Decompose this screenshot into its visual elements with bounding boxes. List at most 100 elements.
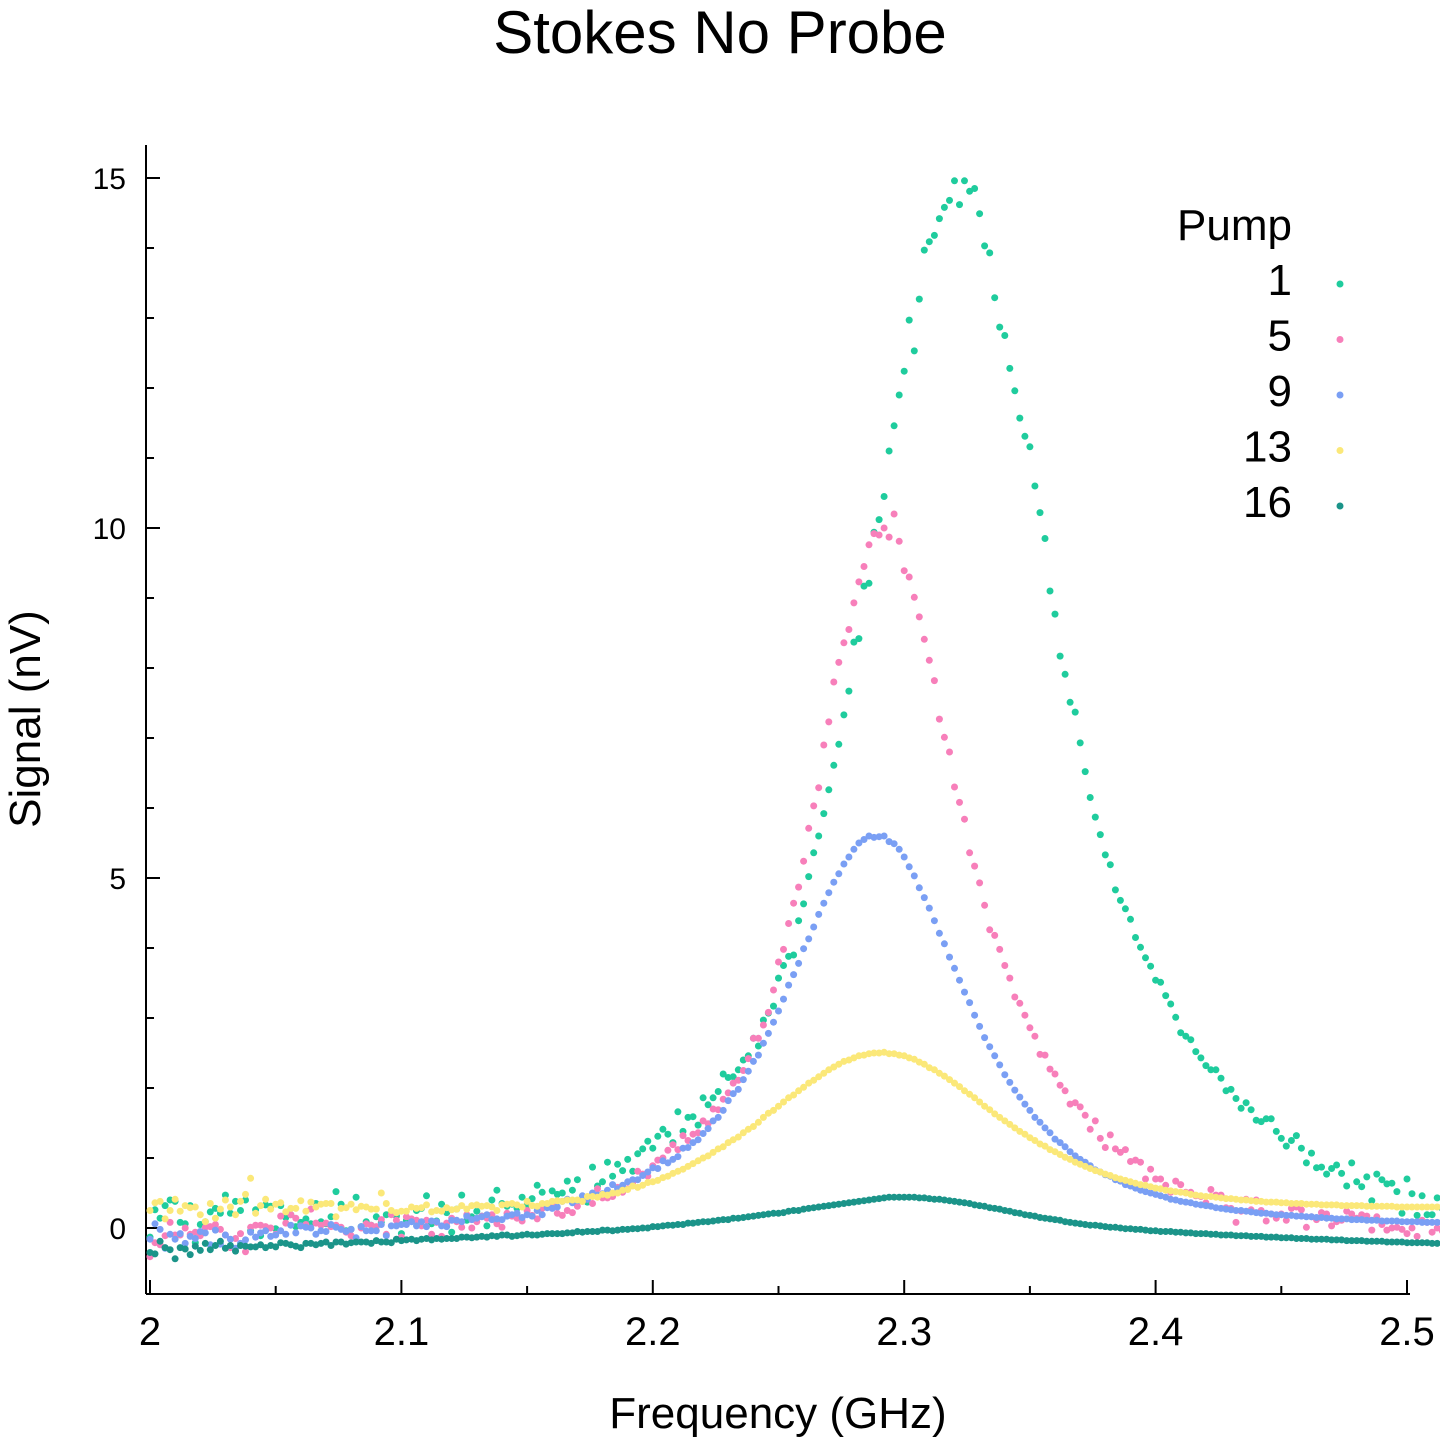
data-point (940, 203, 948, 211)
data-point (538, 1188, 546, 1196)
data-point (1262, 1217, 1270, 1225)
data-point (759, 1113, 767, 1121)
data-point (1157, 1228, 1165, 1235)
data-point (614, 1160, 622, 1168)
data-point (930, 917, 938, 925)
data-point (1162, 992, 1170, 1000)
legend-marker (1336, 447, 1344, 454)
data-point (885, 1193, 893, 1201)
data-point (1247, 1197, 1255, 1205)
data-point (327, 1213, 335, 1221)
legend-title: Pump (1177, 201, 1292, 250)
data-point (810, 849, 818, 857)
data-point (1006, 364, 1014, 372)
data-point (860, 563, 868, 570)
data-point (971, 1094, 979, 1102)
data-point (1433, 1218, 1440, 1226)
data-point (1403, 1239, 1411, 1247)
data-point (910, 872, 918, 880)
data-point (649, 1223, 657, 1231)
data-point (966, 1090, 974, 1098)
data-point (805, 824, 813, 832)
data-point (589, 1228, 596, 1235)
data-point (161, 1215, 169, 1223)
data-point (764, 1008, 772, 1016)
data-point (855, 839, 863, 847)
x-tick-label: 2.5 (1379, 1310, 1435, 1354)
data-point (1297, 1144, 1305, 1152)
data-point (1207, 1230, 1215, 1238)
data-point (357, 1223, 365, 1231)
data-point (1036, 1118, 1044, 1126)
legend-label: 9 (1268, 367, 1292, 416)
data-point (558, 1189, 566, 1197)
data-point (749, 1057, 757, 1065)
data-point (800, 1205, 808, 1213)
data-point (1021, 432, 1029, 440)
data-point (181, 1224, 189, 1232)
data-point (835, 740, 843, 748)
data-point (895, 537, 903, 545)
data-point (1096, 1134, 1104, 1142)
data-point (156, 1237, 164, 1245)
data-point (1066, 698, 1074, 706)
data-point (1066, 1148, 1074, 1156)
data-point (1157, 1175, 1165, 1183)
data-point (1277, 1199, 1285, 1207)
data-point (247, 1243, 255, 1251)
data-point (583, 1228, 591, 1235)
data-point (1222, 1231, 1230, 1239)
data-point (247, 1228, 255, 1236)
data-point (1297, 1235, 1305, 1242)
y-tick-label: 5 (109, 863, 126, 896)
data-point (1197, 1230, 1205, 1238)
data-point (1348, 1202, 1356, 1210)
data-point (1398, 1218, 1406, 1226)
data-point (895, 1193, 903, 1201)
data-point (196, 1246, 204, 1254)
data-point (986, 926, 994, 934)
data-point (1192, 1191, 1200, 1199)
data-point (1101, 851, 1109, 859)
data-point (1247, 1106, 1255, 1114)
data-point (694, 1121, 702, 1129)
data-point (1343, 1182, 1351, 1190)
data-point (307, 1198, 315, 1206)
data-point (759, 1016, 767, 1024)
data-point (825, 786, 833, 794)
data-point (1318, 1201, 1325, 1209)
data-point (1368, 1237, 1376, 1245)
data-point (689, 1139, 697, 1147)
data-point (830, 761, 838, 769)
data-point (619, 1225, 627, 1233)
data-point (1363, 1216, 1371, 1224)
data-point (689, 1113, 697, 1121)
data-point (805, 935, 813, 943)
data-point (1388, 1217, 1396, 1225)
data-point (835, 1200, 843, 1208)
data-point (448, 1216, 456, 1224)
data-point (166, 1207, 174, 1214)
data-point (1418, 1203, 1426, 1211)
data-point (176, 1207, 184, 1215)
data-point (976, 210, 984, 218)
data-point (548, 1197, 556, 1205)
data-point (458, 1223, 466, 1231)
data-point (1001, 962, 1009, 969)
data-point (1338, 1169, 1346, 1177)
data-point (191, 1203, 199, 1211)
data-point (790, 951, 798, 959)
data-point (1343, 1202, 1351, 1210)
data-point (211, 1221, 219, 1228)
data-point (563, 1196, 571, 1204)
data-point (1393, 1203, 1401, 1211)
data-point (890, 422, 898, 430)
data-point (981, 242, 989, 250)
data-point (986, 1043, 994, 1051)
data-point (488, 1203, 496, 1211)
data-point (961, 1199, 968, 1207)
data-point (312, 1203, 320, 1211)
data-point (1162, 1181, 1170, 1189)
data-point (790, 1091, 798, 1099)
data-point (880, 524, 888, 532)
